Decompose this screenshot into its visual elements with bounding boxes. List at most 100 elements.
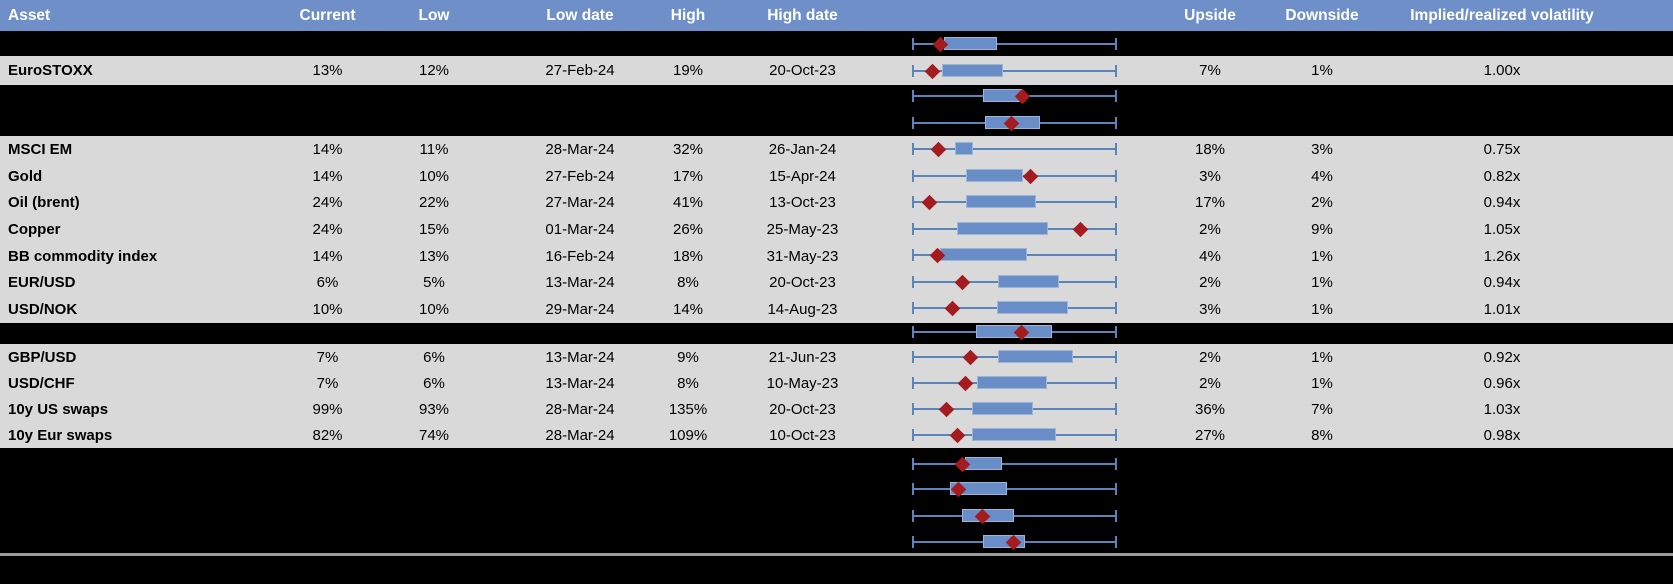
whisker-cap-low: [912, 483, 914, 495]
cell-high: 8%: [677, 374, 699, 392]
cell-implied: 1.03x: [1483, 400, 1521, 418]
cell-high: 8%: [677, 274, 699, 292]
box-range: [949, 482, 1007, 495]
box-range: [962, 509, 1015, 522]
cell-asset: Oil (brent): [8, 194, 80, 212]
cell-high_date: 21-Jun-23: [768, 348, 837, 366]
box-range: [982, 535, 1025, 548]
whisker-cap-high: [1115, 536, 1117, 548]
cell-asset: 10y US swaps: [8, 400, 109, 418]
cell-low_date: 28-Mar-24: [545, 140, 615, 158]
whisker-cap-high: [1115, 483, 1117, 495]
boxplot: [912, 454, 1117, 474]
cell-low: 6%: [423, 348, 445, 366]
current-marker-diamond: [1013, 324, 1029, 340]
cell-downside: 1%: [1311, 62, 1333, 79]
box-range: [982, 89, 1023, 102]
cell-upside: 36%: [1194, 400, 1226, 418]
cell-downside: 9%: [1311, 221, 1333, 239]
table-row: EUR/USD 6% 5% 13-Mar-24 8% 20-Oct-23 2% 1% 0.94x: [0, 270, 1673, 297]
cell-current: 7%: [316, 348, 339, 366]
cell-high_date: 14-Aug-23: [767, 301, 838, 319]
current-marker-diamond: [954, 456, 970, 472]
cell-current: 82%: [312, 426, 343, 444]
whisker-line: [912, 95, 1117, 97]
cell-low_date: 29-Mar-24: [545, 301, 615, 319]
box-range: [976, 325, 1053, 338]
current-marker-diamond: [975, 508, 991, 524]
cell-high_date: 20-Oct-23: [769, 400, 836, 418]
current-marker-diamond: [932, 36, 948, 52]
cell-implied: 1.05x: [1483, 221, 1521, 239]
cell-asset: USD/CHF: [8, 374, 75, 392]
whisker-line: [912, 541, 1117, 543]
cell-low: 10%: [418, 167, 450, 185]
table-row: Copper 24% 15% 01-Mar-24 26% 25-May-23 2% 9% 1.0…: [0, 216, 1673, 243]
column-header-downside: Downside: [1285, 6, 1359, 24]
whisker-cap-high: [1115, 117, 1117, 129]
cell-upside: 2%: [1199, 348, 1221, 366]
cell-asset: GBP/USD: [8, 348, 77, 366]
table-header-row: Asset Current Low Low date High High date Upsi…: [0, 0, 1673, 31]
current-marker-diamond: [1005, 534, 1021, 550]
cell-low_date: 27-Feb-24: [545, 167, 615, 185]
table-row: BB commodity index 14% 13% 16-Feb-24 18% 31-M…: [0, 243, 1673, 270]
cell-upside: 7%: [1199, 62, 1221, 79]
cell-low_date: 01-Mar-24: [545, 221, 615, 239]
boxplot: [912, 86, 1117, 106]
cell-downside: 7%: [1311, 400, 1333, 418]
cell-upside: 2%: [1199, 374, 1221, 392]
whisker-cap-low: [912, 510, 914, 522]
whisker-line: [912, 463, 1117, 465]
whisker-cap-low: [912, 326, 914, 338]
cell-low_date: 28-Mar-24: [545, 400, 615, 418]
cell-implied: 0.75x: [1483, 140, 1521, 158]
cell-downside: 2%: [1311, 194, 1333, 212]
cell-asset: 10y Eur swaps: [8, 426, 113, 444]
cell-current: 14%: [312, 247, 343, 265]
table-row: Gold 14% 10% 27-Feb-24 17% 15-Apr-24 3% 4% 0.82x: [0, 163, 1673, 190]
cell-low: 6%: [423, 374, 445, 392]
cell-implied: 0.94x: [1483, 274, 1521, 292]
table-row: MSCI EM 14% 11% 28-Mar-24 32% 26-Jan-24 18% 3% 0…: [0, 136, 1673, 163]
cell-asset: EuroSTOXX: [8, 62, 93, 79]
whisker-cap-low: [912, 458, 914, 470]
column-header-high_date: High date: [767, 6, 838, 24]
boxplot: [912, 479, 1117, 499]
table-row: EuroSTOXX 13% 12% 27-Feb-24 19% 20-Oct-23 7% 1%…: [0, 56, 1673, 85]
box-range: [944, 37, 998, 50]
cell-asset: MSCI EM: [8, 140, 73, 158]
cell-high_date: 10-Oct-23: [769, 426, 836, 444]
whisker-line: [912, 515, 1117, 517]
cell-high: 19%: [672, 62, 704, 79]
cell-low: 12%: [418, 62, 450, 79]
cell-downside: 8%: [1311, 426, 1333, 444]
cell-upside: 17%: [1194, 194, 1226, 212]
cell-upside: 27%: [1194, 426, 1226, 444]
table-row: 10y US swaps 99% 93% 28-Mar-24 135% 20-Oct-23…: [0, 396, 1673, 422]
cell-current: 14%: [312, 140, 343, 158]
cell-low_date: 16-Feb-24: [545, 247, 615, 265]
cell-upside: 3%: [1199, 301, 1221, 319]
whisker-cap-low: [912, 90, 914, 102]
cell-high_date: 20-Oct-23: [769, 274, 836, 292]
whisker-cap-high: [1115, 326, 1117, 338]
whisker-cap-low: [912, 117, 914, 129]
whisker-line: [912, 43, 1117, 45]
cell-high: 17%: [672, 167, 704, 185]
cell-high: 32%: [672, 140, 704, 158]
cell-implied: 1.01x: [1483, 301, 1521, 319]
cell-implied: 1.26x: [1483, 247, 1521, 265]
cell-high: 109%: [668, 426, 708, 444]
cell-low_date: 13-Mar-24: [545, 274, 615, 292]
cell-low: 13%: [418, 247, 450, 265]
cell-upside: 2%: [1199, 274, 1221, 292]
cell-upside: 18%: [1194, 140, 1226, 158]
asset-rows-band-commodities-fx: MSCI EM 14% 11% 28-Mar-24 32% 26-Jan-24 18% 3% 0…: [0, 136, 1673, 323]
column-header-asset: Asset: [8, 6, 51, 24]
box-range: [985, 116, 1040, 129]
boxplot: [912, 532, 1117, 552]
bottom-divider-line: [0, 553, 1673, 556]
box-range: [965, 457, 1002, 470]
cell-implied: 0.98x: [1483, 426, 1521, 444]
